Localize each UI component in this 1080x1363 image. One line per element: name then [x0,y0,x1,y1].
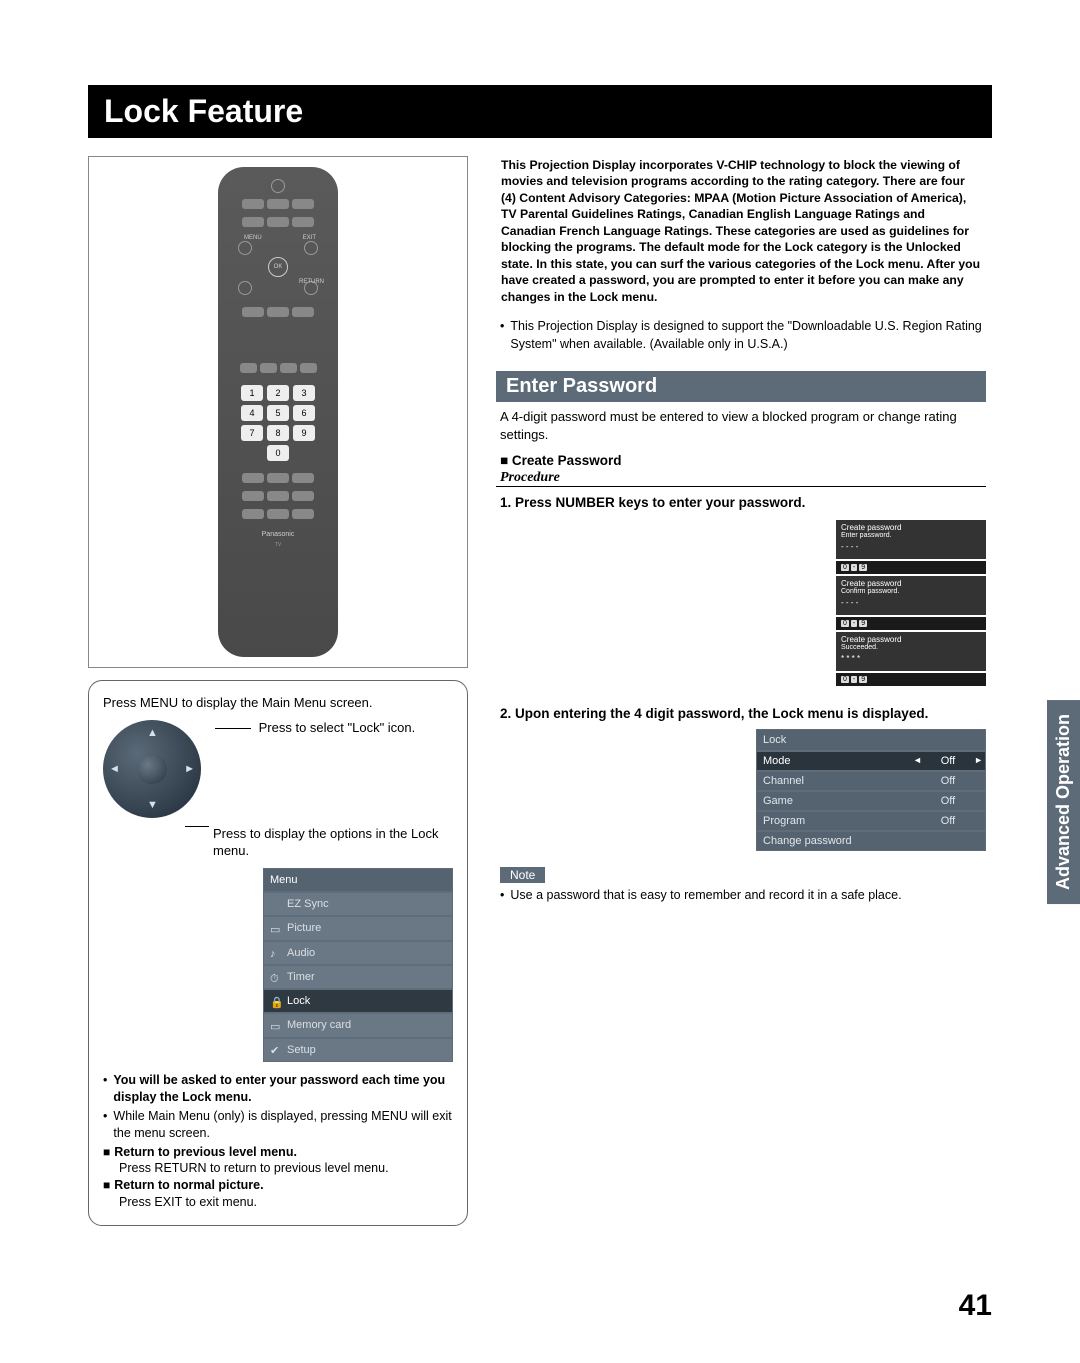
brand-label: Panasonic [262,531,295,538]
step2-block: 2. Upon entering the 4 digit password, t… [496,706,986,851]
setup-icon: ✔ [270,1044,281,1055]
content-columns: MENU EXIT OK RETURN 123 456 789 0 [88,156,992,1226]
page-title: Lock Feature [88,85,992,138]
power-icon [271,179,285,193]
right-column: This Projection Display incorporates V-C… [496,156,986,1226]
remote-illustration-frame: MENU EXIT OK RETURN 123 456 789 0 [88,156,468,668]
menu-notes: •You will be asked to enter your passwor… [103,1072,453,1211]
tv-label: TV [275,542,281,548]
procedure-label: Procedure [496,470,986,487]
region-note: This Projection Display is designed to s… [510,318,982,353]
lock-menu-table: Lock ModeOff ChannelOff GameOff ProgramO… [756,729,986,851]
timer-icon: ⏱ [270,972,281,983]
select-instruction: Press to select "Lock" icon. [259,720,416,735]
intro-paragraph: This Projection Display incorporates V-C… [496,156,986,306]
password-screens: Create passwordEnter password.- - - - 0-… [836,520,986,688]
options-instruction: Press to display the options in the Lock… [213,826,438,858]
page-number: 41 [959,1289,992,1323]
left-column: MENU EXIT OK RETURN 123 456 789 0 [88,156,468,1226]
remote-illustration: MENU EXIT OK RETURN 123 456 789 0 [218,167,338,657]
audio-icon: ♪ [270,947,281,958]
step1-block: 1. Press NUMBER keys to enter your passw… [496,495,986,698]
instruction-box: Press MENU to display the Main Menu scre… [88,680,468,1226]
picture-icon: ▭ [270,923,281,934]
note-label: Note [500,867,545,883]
section-tab: Advanced Operation [1047,700,1080,904]
note-text: Use a password that is easy to remember … [510,887,901,905]
section-enter-password: Enter Password [496,371,986,402]
enter-password-text: A 4-digit password must be entered to vi… [496,408,986,443]
number-pad: 123 456 789 0 [241,385,315,461]
memory-card-icon: ▭ [270,1020,281,1031]
create-password-heading: Create Password [512,453,622,468]
dpad-illustration: ▲ ◄ ► ▼ [103,720,201,818]
instr-first-line: Press MENU to display the Main Menu scre… [103,695,453,712]
dpad-icon: MENU EXIT OK RETURN [238,237,318,297]
menu-illustration: Menu EZ Sync ▭Picture ♪Audio ⏱Timer 🔒Loc… [263,868,453,1062]
ezsync-icon [270,899,281,910]
lock-icon: 🔒 [270,996,281,1007]
